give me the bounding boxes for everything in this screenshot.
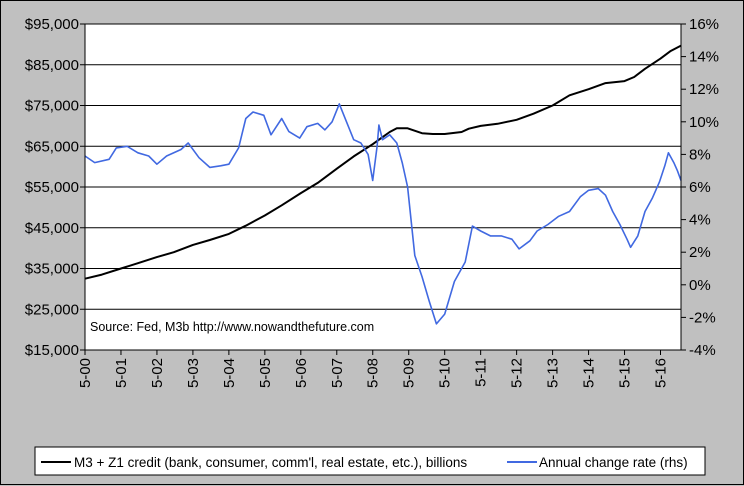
- right-tick-label: 2%: [689, 244, 711, 261]
- x-tick-label: 5-04: [221, 358, 238, 388]
- legend-label-m3: M3 + Z1 credit (bank, consumer, comm'l, …: [74, 455, 467, 470]
- x-axis: 5-00 5-01 5-02 5-03 5-04 5-05 5-06 5-07 5-08 5-09…: [77, 350, 669, 388]
- left-tick-label: $45,000: [25, 220, 79, 237]
- x-tick-label: 5-16: [652, 358, 669, 388]
- right-tick-label: 6%: [689, 179, 711, 196]
- x-tick-label: 5-06: [293, 358, 310, 388]
- right-tick-label: 16%: [689, 16, 719, 33]
- gridlines: [85, 64, 681, 310]
- right-tick-label: 12%: [689, 81, 719, 98]
- x-tick-label: 5-14: [581, 358, 598, 388]
- left-tick-label: $95,000: [25, 16, 79, 33]
- right-tick-label: 8%: [689, 146, 711, 163]
- x-tick-label: 5-10: [437, 358, 454, 388]
- series-line-annual-change: [84, 103, 682, 325]
- left-axis: $15,000 $25,000 $35,000 $45,000 $55,000 $65,0…: [25, 16, 85, 359]
- legend-box: [34, 446, 706, 476]
- left-tick-label: $85,000: [25, 57, 79, 74]
- right-axis: -4% -2% 0% 2% 4% 6% 8% 10% 12% 14% 16%: [681, 16, 719, 359]
- right-tick-label: 10%: [689, 114, 719, 131]
- left-tick-label: $65,000: [25, 138, 79, 155]
- x-tick-label: 5-02: [149, 358, 166, 388]
- right-tick-label: -2%: [689, 309, 716, 326]
- right-tick-label: -4%: [689, 342, 716, 359]
- legend-label-annual: Annual change rate (rhs): [539, 455, 688, 470]
- source-annotation: Source: Fed, M3b http://www.nowandthefut…: [90, 320, 374, 334]
- left-tick-label: $15,000: [25, 342, 79, 359]
- x-tick-label: 5-07: [329, 358, 346, 388]
- x-tick-label: 5-12: [509, 358, 526, 388]
- right-tick-label: 14%: [689, 49, 719, 66]
- x-tick-label: 5-01: [113, 358, 130, 388]
- right-tick-label: 4%: [689, 212, 711, 229]
- x-tick-label: 5-05: [257, 358, 274, 388]
- series-line-m3: [84, 44, 682, 280]
- x-tick-label: 5-08: [365, 358, 382, 388]
- x-tick-label: 5-03: [185, 358, 202, 388]
- x-tick-label: 5-15: [617, 358, 634, 388]
- x-tick-label: 5-09: [401, 358, 418, 388]
- x-tick-label: 5-00: [77, 358, 94, 388]
- left-tick-label: $55,000: [25, 179, 79, 196]
- left-tick-label: $35,000: [25, 261, 79, 278]
- series-layer: [84, 44, 682, 325]
- left-tick-label: $75,000: [25, 98, 79, 115]
- x-tick-label: 5-13: [545, 358, 562, 388]
- legend: M3 + Z1 credit (bank, consumer, comm'l, …: [34, 446, 706, 476]
- x-tick-label: 5-11: [473, 358, 490, 387]
- right-tick-label: 0%: [689, 277, 711, 294]
- left-tick-label: $25,000: [25, 301, 79, 318]
